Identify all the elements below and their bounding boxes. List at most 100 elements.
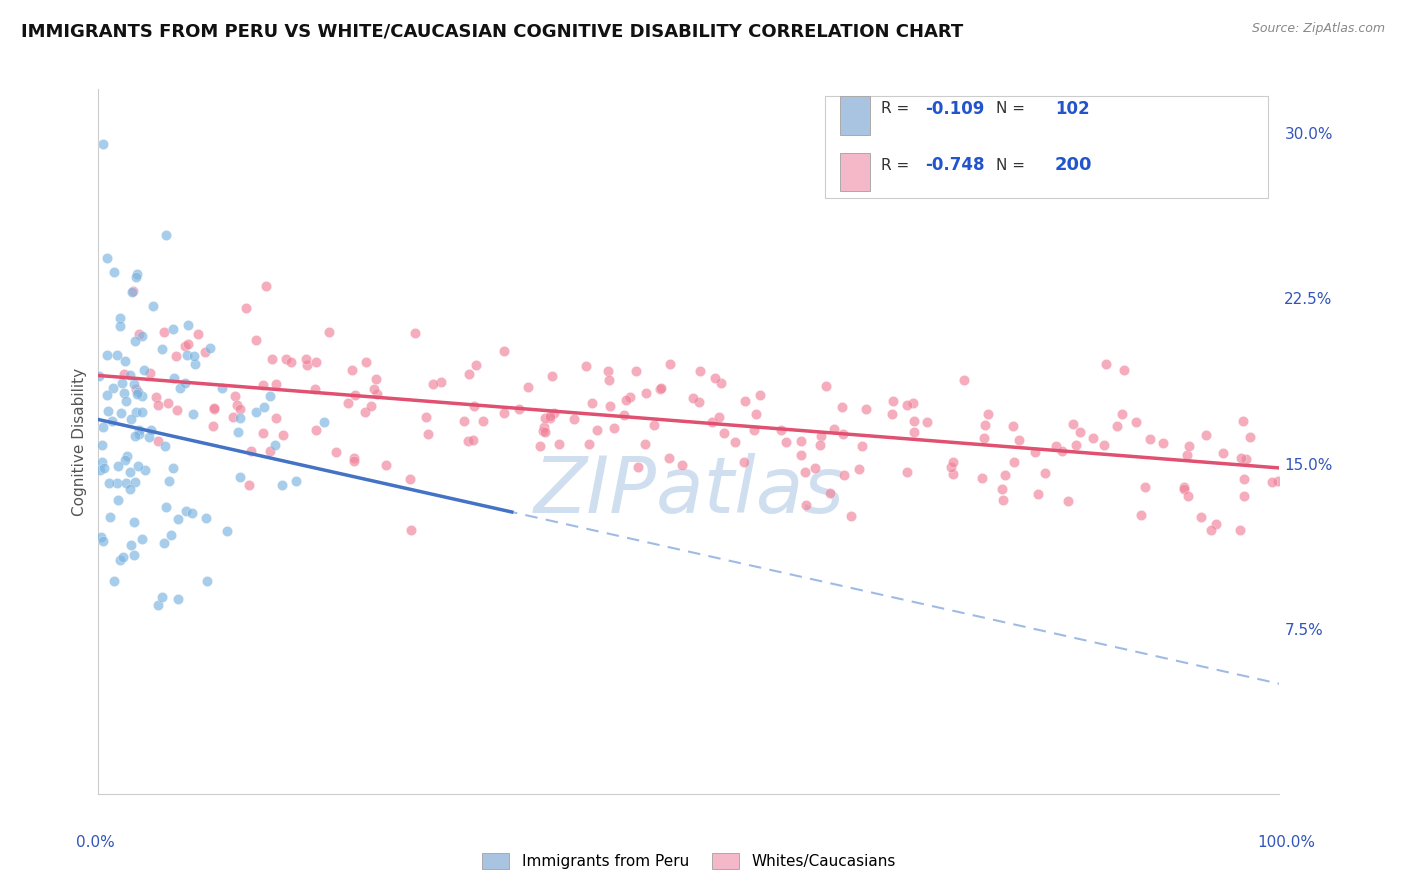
Point — [245, 405, 267, 419]
Point — [202, 401, 225, 415]
Point — [1173, 480, 1195, 494]
Point — [146, 398, 169, 412]
Point — [96, 347, 118, 361]
Point — [1139, 432, 1161, 446]
Point — [181, 506, 204, 520]
Point — [745, 407, 768, 421]
Point — [96, 251, 118, 265]
Point — [112, 386, 135, 401]
Point — [598, 374, 620, 388]
Point — [1177, 489, 1199, 503]
Point — [1095, 357, 1118, 371]
Point — [337, 396, 360, 410]
Point — [994, 468, 1017, 483]
Point — [634, 386, 657, 401]
Text: 100.0%: 100.0% — [1257, 836, 1316, 850]
Text: N =: N = — [995, 102, 1025, 117]
Point — [107, 348, 129, 362]
Point — [533, 411, 555, 425]
Bar — [841, 96, 870, 135]
Point — [613, 408, 636, 422]
Point — [851, 439, 873, 453]
Point — [285, 474, 308, 488]
Point — [1239, 430, 1261, 444]
Point — [972, 471, 994, 485]
Point — [517, 380, 540, 394]
Point — [973, 417, 995, 432]
Point — [700, 415, 723, 429]
Point — [1033, 466, 1056, 480]
Point — [1111, 407, 1133, 421]
Point — [166, 403, 188, 417]
Bar — [825, 96, 1268, 198]
Point — [97, 404, 120, 418]
Point — [1112, 362, 1135, 376]
Point — [581, 396, 603, 410]
Text: IMMIGRANTS FROM PERU VS WHITE/CAUCASIAN COGNITIVE DISABILITY CORRELATION CHART: IMMIGRANTS FROM PERU VS WHITE/CAUCASIAN … — [21, 22, 963, 40]
Point — [124, 428, 146, 442]
Point — [749, 388, 772, 402]
Point — [252, 378, 274, 392]
Point — [294, 351, 316, 366]
Point — [103, 265, 125, 279]
Point — [689, 394, 711, 409]
Point — [848, 461, 870, 475]
Text: -0.109: -0.109 — [925, 100, 984, 118]
Point — [235, 301, 257, 316]
Point — [1261, 475, 1284, 489]
Point — [973, 431, 995, 445]
Point — [1094, 438, 1116, 452]
Point — [1107, 419, 1129, 434]
Point — [91, 455, 114, 469]
Point — [169, 381, 191, 395]
Point — [264, 376, 287, 391]
Point — [1175, 448, 1198, 462]
Point — [127, 459, 149, 474]
Point — [240, 443, 263, 458]
Point — [177, 336, 200, 351]
Point — [165, 349, 187, 363]
Point — [194, 345, 217, 359]
Point — [1133, 480, 1156, 494]
Point — [98, 476, 121, 491]
Point — [896, 465, 918, 479]
Point — [128, 326, 150, 341]
Point — [103, 574, 125, 588]
Point — [915, 415, 938, 429]
Point — [125, 387, 148, 401]
Point — [91, 534, 114, 549]
Point — [124, 475, 146, 489]
Point — [217, 524, 239, 538]
Point — [733, 455, 755, 469]
Point — [1267, 474, 1289, 488]
Point — [174, 339, 197, 353]
Point — [253, 400, 276, 414]
Point — [343, 450, 366, 465]
Point — [260, 352, 283, 367]
Point — [744, 423, 766, 437]
Point — [832, 426, 855, 441]
Point — [112, 549, 135, 564]
Text: ZIPatlas: ZIPatlas — [533, 453, 845, 529]
Point — [112, 367, 135, 381]
Point — [122, 548, 145, 562]
Point — [533, 419, 555, 434]
Point — [128, 423, 150, 437]
Point — [463, 434, 485, 448]
Point — [160, 527, 183, 541]
Point — [224, 389, 246, 403]
Point — [201, 418, 224, 433]
Point — [808, 438, 831, 452]
Point — [194, 511, 217, 525]
Point — [259, 444, 281, 458]
Point — [831, 400, 853, 414]
Text: R =: R = — [882, 158, 910, 173]
Point — [415, 410, 437, 425]
Point — [472, 414, 495, 428]
Point — [704, 371, 727, 385]
Point — [793, 466, 815, 480]
Point — [707, 410, 730, 425]
Point — [1062, 417, 1084, 431]
Point — [1057, 493, 1080, 508]
Point — [404, 326, 426, 340]
